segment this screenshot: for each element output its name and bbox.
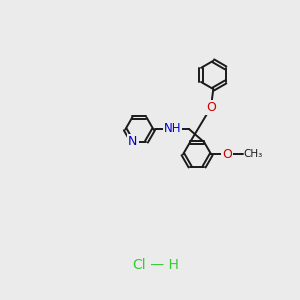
Text: O: O	[206, 101, 216, 114]
Text: N: N	[128, 135, 138, 148]
Text: O: O	[222, 148, 232, 161]
Text: Cl: Cl	[132, 258, 146, 272]
Text: CH₃: CH₃	[243, 149, 262, 159]
Text: — H: — H	[146, 258, 178, 272]
Text: NH: NH	[164, 122, 182, 135]
